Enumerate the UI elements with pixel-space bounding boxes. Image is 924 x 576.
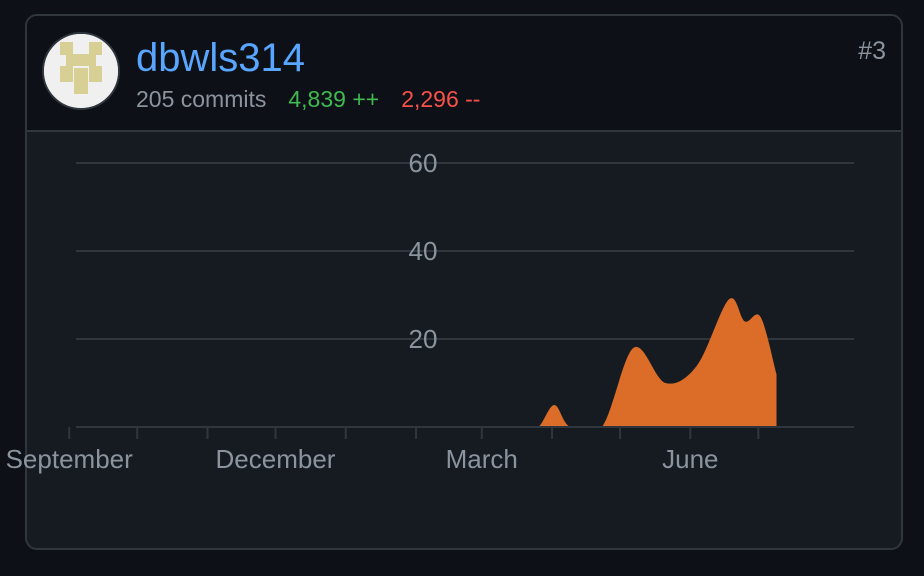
commit-area-series: [522, 298, 777, 427]
x-tick-label: March: [446, 444, 518, 474]
contributor-rank: #3: [858, 37, 886, 65]
y-tick-label: 60: [409, 148, 438, 178]
username-link[interactable]: dbwls314: [136, 36, 306, 80]
deletions-count: 2,296 --: [401, 86, 481, 112]
y-tick-label: 40: [409, 236, 438, 266]
commit-count[interactable]: 205 commits: [136, 86, 267, 112]
x-tick-label: December: [216, 444, 336, 474]
x-tick-label: September: [6, 444, 134, 474]
avatar[interactable]: [42, 32, 120, 110]
contributor-header: dbwls314 205 commits 4,839 ++ 2,296 -- #3: [27, 16, 901, 132]
contributor-card: dbwls314 205 commits 4,839 ++ 2,296 -- #3: [25, 14, 903, 550]
contribution-stats: 205 commits 4,839 ++ 2,296 --: [136, 86, 480, 112]
identicon-avatar-icon: [44, 34, 118, 108]
additions-count: 4,839 ++: [288, 86, 380, 112]
x-tick-label: June: [662, 444, 718, 474]
y-tick-label: 20: [409, 324, 438, 354]
